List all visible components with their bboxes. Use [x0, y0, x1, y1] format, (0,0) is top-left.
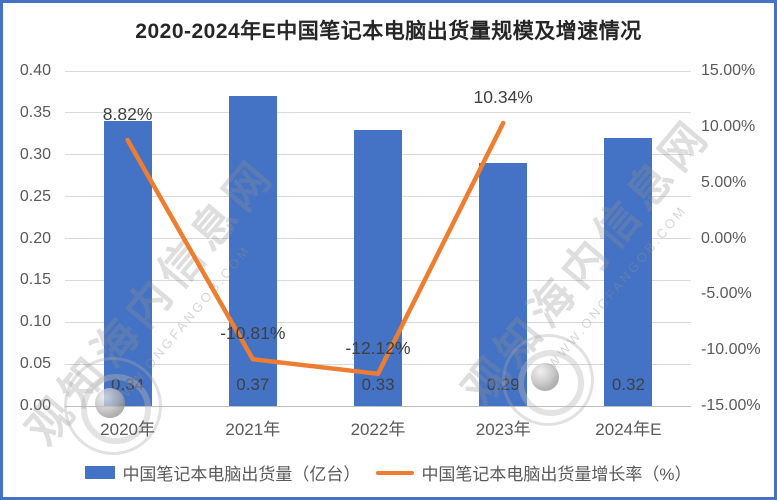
x-axis-label-2022年: 2022年: [350, 420, 406, 439]
line-point-label: 10.34%: [473, 87, 533, 108]
bar-value-label: 0.33: [361, 375, 395, 394]
line-point-label: 8.82%: [102, 104, 153, 124]
right-axis-tick: 10.00%: [701, 117, 756, 135]
bar-value-label: 0.32: [611, 375, 645, 394]
right-axis-tick: -5.00%: [701, 285, 752, 303]
gridline: [65, 70, 691, 72]
right-axis-tick: 0.00%: [701, 229, 747, 247]
left-axis-tick: 0.30: [19, 145, 51, 163]
legend-label-shipments: 中国笔记本电脑出货量（亿台）: [122, 465, 361, 484]
left-axis-tick: 0.35: [19, 103, 51, 121]
x-axis-label-2020年: 2020年: [100, 420, 156, 439]
left-axis-tick: 0.10: [19, 313, 51, 331]
right-axis-tick: 5.00%: [701, 173, 747, 191]
bar-value-label: 0.29: [486, 375, 520, 394]
line-point-label: -10.81%: [220, 323, 286, 344]
left-axis-tick: 0.40: [19, 62, 51, 79]
legend-item-growth-rate: 中国笔记本电脑出货量增长率（%）: [376, 460, 692, 485]
gridline: [65, 112, 691, 114]
right-axis-tick: 15.00%: [701, 62, 756, 79]
left-axis-tick: 0.20: [19, 229, 51, 247]
right-axis-tick: -15.00%: [701, 397, 761, 414]
bar-series-swatch-icon: [85, 466, 116, 479]
legend-label-growth-rate: 中国笔记本电脑出货量增长率（%）: [421, 465, 692, 484]
left-axis-tick: 0.25: [19, 187, 51, 205]
bar-2021年: [228, 96, 277, 406]
x-axis-label-2024年E: 2024年E: [595, 420, 662, 439]
bar-value-label: 0.37: [236, 375, 270, 394]
x-axis-label-2021年: 2021年: [225, 420, 281, 439]
bar-2023年: [479, 163, 528, 406]
right-axis-tick: -10.00%: [701, 341, 761, 359]
line-series-swatch-icon: [376, 470, 415, 475]
legend-item-shipments: 中国笔记本电脑出货量（亿台）: [85, 460, 360, 485]
left-axis-tick: 0.00: [19, 397, 51, 414]
growth-rate-line: [125, 120, 506, 377]
x-axis-line: [65, 405, 691, 407]
left-axis-tick: 0.15: [19, 271, 51, 289]
bar-2022年: [354, 129, 402, 406]
left-axis-tick: 0.05: [19, 355, 51, 373]
line-point-label: -12.12%: [345, 337, 411, 358]
x-axis-label-2023年: 2023年: [475, 420, 531, 439]
chart-title: 2020-2024年E中国笔记本电脑出货量规模及增速情况: [135, 20, 642, 43]
bar-2024年E: [604, 138, 653, 406]
legend: 中国笔记本电脑出货量（亿台） 中国笔记本电脑出货量增长率（%）: [3, 460, 774, 485]
